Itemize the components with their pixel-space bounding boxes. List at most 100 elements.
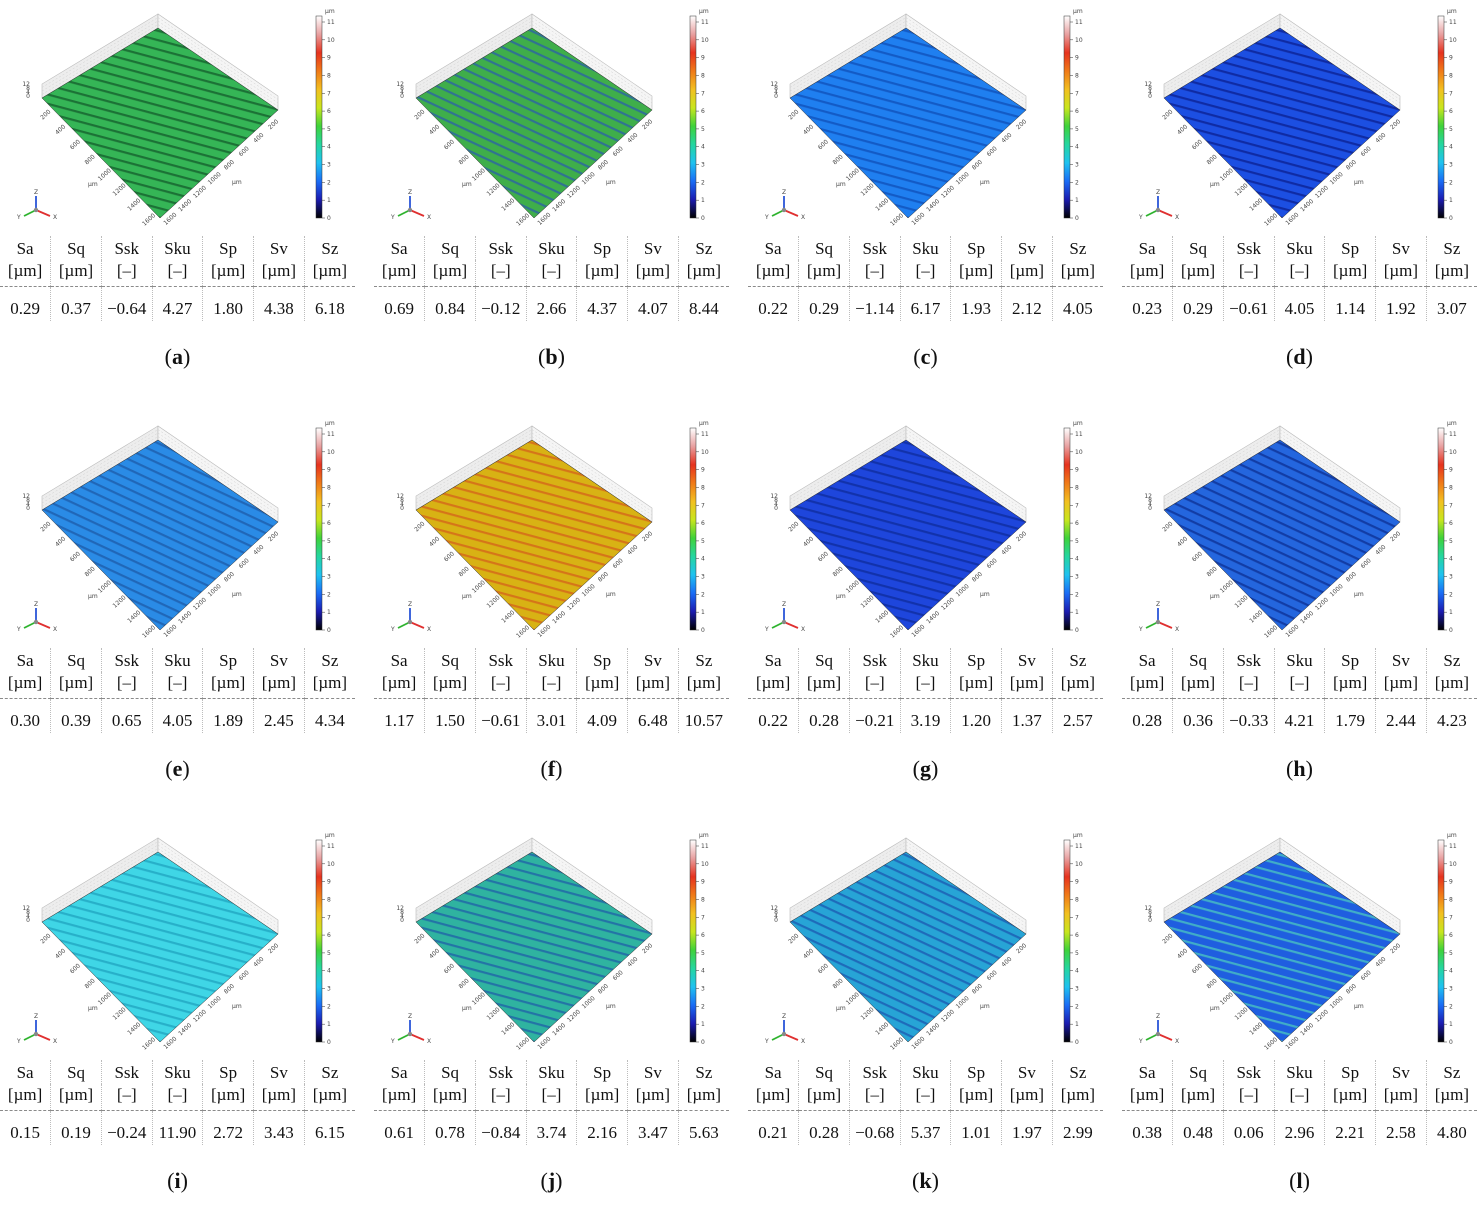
panel-caption: (c) bbox=[913, 344, 938, 369]
x-tick-label: 400 bbox=[428, 947, 441, 960]
colorbar-tick-label: 7 bbox=[1449, 914, 1453, 921]
colorbar-tick-label: 9 bbox=[1075, 55, 1079, 62]
param-value: 2.21 bbox=[1324, 1110, 1376, 1145]
param-value: 0.65 bbox=[100, 698, 153, 733]
colorbar-tick-label: 10 bbox=[327, 37, 335, 44]
param-value: 1.01 bbox=[950, 1110, 1002, 1145]
z-tick-label: 0 bbox=[26, 917, 30, 924]
param-name: Sp bbox=[950, 648, 1002, 672]
colorbar-tick-label: 10 bbox=[701, 449, 709, 456]
colorbar-tick-label: 2 bbox=[1075, 591, 1079, 598]
param-name: Ssk bbox=[848, 648, 901, 672]
colorbar-tick-label: 2 bbox=[327, 591, 331, 598]
colorbar-tick-label: 11 bbox=[701, 431, 709, 438]
param-name: Sp bbox=[1324, 1060, 1376, 1084]
param-unit: [µm] bbox=[1122, 1084, 1173, 1111]
axis-triad: Z Y X bbox=[764, 189, 805, 221]
colorbar-tick-label: 7 bbox=[1075, 502, 1079, 509]
colorbar-tick-label: 7 bbox=[1075, 914, 1079, 921]
x-tick-label: 600 bbox=[69, 138, 82, 151]
param-value: −0.64 bbox=[100, 286, 153, 321]
colorbar-tick-label: 10 bbox=[327, 449, 335, 456]
colorbar-tick-label: 8 bbox=[1075, 72, 1079, 79]
axis-triad: Z Y X bbox=[16, 189, 57, 221]
colorbar-tick-label: 6 bbox=[701, 932, 705, 939]
colorbar-tick-label: 10 bbox=[701, 861, 709, 868]
x-tick-label: 1600 bbox=[889, 212, 905, 228]
surface-plot: 12 8 4 0 200 400 600 800 1000 1200 1400 1600 µm 1600 1… bbox=[374, 418, 742, 646]
param-unit: [µm] bbox=[1051, 260, 1103, 287]
colorbar-tick-label: 5 bbox=[1449, 950, 1453, 957]
param-name: Sku bbox=[1273, 648, 1325, 672]
param-unit: [µm] bbox=[798, 1084, 850, 1111]
y-tick-label: 200 bbox=[641, 942, 654, 955]
colorbar-tick-label: 2 bbox=[701, 179, 705, 186]
param-value: 1.17 bbox=[384, 711, 414, 730]
param-name: Sv bbox=[1375, 236, 1427, 260]
axis-triad: Z Y X bbox=[764, 1013, 805, 1045]
param-name: Sku bbox=[525, 648, 577, 672]
colorbar-tick-label: 1 bbox=[1075, 1021, 1079, 1028]
roughness-table: Sa Sq Ssk Sku Sp Sv Sz [µm] [µm] [–] [–] [µm] [µm] [µ… bbox=[0, 1060, 355, 1145]
param-unit: [µm] bbox=[1172, 672, 1224, 699]
x-tick-label: 400 bbox=[54, 123, 67, 136]
colorbar-tick-label: 0 bbox=[701, 627, 705, 634]
colorbar-tick-label: 4 bbox=[1075, 144, 1079, 151]
colorbar-tick-label: 8 bbox=[327, 484, 331, 491]
x-tick-label: 600 bbox=[443, 962, 456, 975]
x-tick-label: 200 bbox=[413, 520, 426, 533]
param-value: −0.84 bbox=[474, 1110, 527, 1145]
x-axis-label: µm bbox=[88, 181, 98, 188]
param-value: −0.61 bbox=[1222, 286, 1275, 321]
colorbar-tick-label: 6 bbox=[1449, 520, 1453, 527]
surface-plot: 12 8 4 0 200 400 600 800 1000 1200 1400 1600 µm 1600 1… bbox=[748, 830, 1116, 1058]
panel-i: 12 8 4 0 200 400 600 800 1000 1200 1400 1600 µm 1600 1… bbox=[0, 830, 368, 1230]
x-tick-label: 200 bbox=[39, 520, 52, 533]
surface-plot: 12 8 4 0 200 400 600 800 1000 1200 1400 1600 µm 1600 1… bbox=[0, 418, 368, 646]
param-name: Sq bbox=[798, 648, 850, 672]
z-tick-label: 12 bbox=[770, 81, 778, 88]
colorbar-tick-label: 6 bbox=[327, 108, 331, 115]
colorbar-tick-label: 8 bbox=[327, 72, 331, 79]
colorbar-tick-label: 11 bbox=[1075, 19, 1083, 26]
axis-triad: Z Y X bbox=[1138, 189, 1179, 221]
param-unit: [–] bbox=[100, 1084, 153, 1111]
y-tick-label: 600 bbox=[612, 969, 625, 982]
z-tick-label: 8 bbox=[774, 85, 778, 92]
x-tick-label: 1400 bbox=[126, 609, 142, 625]
y-tick-label: 200 bbox=[641, 118, 654, 131]
colorbar-tick-label: 11 bbox=[327, 431, 335, 438]
param-name: Sv bbox=[1001, 1060, 1053, 1084]
colorbar-tick-label: 5 bbox=[701, 126, 705, 133]
x-tick-label: 600 bbox=[817, 962, 830, 975]
colorbar-tick-label: 4 bbox=[327, 144, 331, 151]
colorbar-unit: µm bbox=[325, 8, 335, 15]
z-tick-label: 8 bbox=[774, 909, 778, 916]
param-unit: [µm] bbox=[1375, 672, 1427, 699]
triad-x-label: X bbox=[801, 1038, 805, 1045]
z-tick-label: 12 bbox=[770, 905, 778, 912]
y-axis-label: µm bbox=[232, 1003, 242, 1010]
colorbar-tick-label: 7 bbox=[701, 914, 705, 921]
colorbar-tick-label: 11 bbox=[1075, 431, 1083, 438]
param-value: 2.58 bbox=[1375, 1110, 1427, 1145]
colorbar-tick-label: 6 bbox=[1075, 108, 1079, 115]
triad-x-label: X bbox=[801, 214, 805, 221]
surface bbox=[789, 439, 1027, 631]
colorbar-tick-label: 1 bbox=[1449, 609, 1453, 616]
x-tick-label: 1000 bbox=[471, 579, 487, 595]
colorbar-tick-label: 3 bbox=[701, 574, 705, 581]
x-axis-label: µm bbox=[88, 593, 98, 600]
x-tick-label: 1000 bbox=[845, 579, 861, 595]
param-unit: [–] bbox=[1273, 1084, 1325, 1111]
param-name: Sa bbox=[1138, 239, 1156, 258]
triad-x-label: X bbox=[1175, 214, 1179, 221]
triad-x-label: X bbox=[1175, 626, 1179, 633]
colorbar-tick-label: 9 bbox=[1449, 55, 1453, 62]
y-axis-label: µm bbox=[606, 591, 616, 598]
colorbar-tick-label: 10 bbox=[1449, 37, 1457, 44]
colorbar-tick-label: 5 bbox=[1075, 538, 1079, 545]
param-value: 4.09 bbox=[576, 698, 628, 733]
param-value: 0.19 bbox=[50, 1110, 102, 1145]
colorbar-tick-label: 3 bbox=[1075, 574, 1079, 581]
